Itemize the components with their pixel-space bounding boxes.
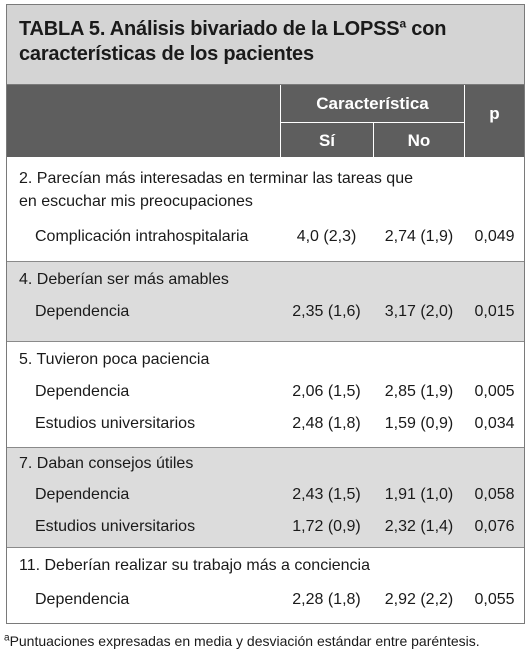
cell-p: 0,049: [474, 228, 515, 245]
cell-p: 0,058: [474, 486, 515, 503]
table-header: Característica Sí No p: [7, 85, 524, 157]
title-text: TABLA 5. Análisis bivariado de la LOPSS: [19, 18, 400, 40]
row-label: Dependencia: [35, 591, 130, 608]
row-label: Estudios universitarios: [35, 518, 196, 535]
table-group: 2. Parecían más interesadas en terminar …: [7, 157, 524, 261]
header-p: p: [489, 104, 500, 123]
cell-no: 2,92 (2,2): [384, 591, 454, 608]
table-frame: TABLA 5. Análisis bivariado de la LOPSSa…: [6, 4, 525, 624]
cell-si: 4,0 (2,3): [296, 228, 357, 245]
cell-si: 2,06 (1,5): [292, 383, 361, 400]
question-label: en escuchar mis preocupaciones: [19, 193, 253, 210]
table-row: Dependencia 2,06 (1,5) 2,85 (1,9) 0,005: [7, 378, 524, 406]
row-label: Complicación intrahospitalaria: [35, 228, 249, 245]
cell-no: 2,74 (1,9): [384, 228, 454, 245]
table-group: 5. Tuvieron poca paciencia Dependencia 2…: [7, 341, 524, 447]
table-row: Complicación intrahospitalaria 4,0 (2,3)…: [7, 223, 524, 251]
header-no: No: [373, 122, 465, 157]
cell-no: 1,91 (1,0): [384, 486, 454, 503]
table-group: 11. Deberían realizar su trabajo más a c…: [7, 547, 524, 623]
table-row: Dependencia 2,35 (1,6) 3,17 (2,0) 0,015: [7, 298, 524, 326]
table-footnote: aPuntuaciones expresadas en media y desv…: [4, 632, 480, 650]
row-label: Dependencia: [35, 486, 130, 503]
table-group: 7. Daban consejos útiles Dependencia 2,4…: [7, 447, 524, 547]
cell-si: 2,48 (1,8): [292, 415, 361, 432]
cell-p: 0,005: [474, 383, 515, 400]
title-text-end: con: [405, 18, 447, 40]
table-row: Dependencia 2,43 (1,5) 1,91 (1,0) 0,058: [7, 481, 524, 509]
table-title: TABLA 5. Análisis bivariado de la LOPSSa…: [7, 5, 524, 85]
footnote-superscript: a: [4, 632, 10, 644]
row-label: Dependencia: [35, 383, 130, 400]
table-group: 4. Deberían ser más amables Dependencia …: [7, 261, 524, 341]
cell-no: 2,32 (1,4): [384, 518, 454, 535]
title-superscript: a: [399, 16, 406, 31]
cell-no: 2,85 (1,9): [384, 383, 454, 400]
header-caracteristica: Característica: [280, 85, 465, 122]
cell-si: 2,28 (1,8): [292, 591, 361, 608]
header-si: Sí: [280, 122, 373, 157]
table-row: Estudios universitarios 1,72 (0,9) 2,32 …: [7, 513, 524, 541]
cell-p: 0,055: [474, 591, 515, 608]
title-line-2: características de los pacientes: [19, 43, 314, 65]
cell-si: 1,72 (0,9): [292, 518, 361, 535]
cell-p: 0,015: [474, 303, 515, 320]
cell-no: 1,59 (0,9): [384, 415, 454, 432]
question-label: 11. Deberían realizar su trabajo más a c…: [19, 557, 370, 574]
question-label: 7. Daban consejos útiles: [19, 455, 194, 472]
title-line-1: TABLA 5. Análisis bivariado de la LOPSSa…: [19, 17, 524, 42]
cell-si: 2,35 (1,6): [292, 303, 361, 320]
footnote-text: Puntuaciones expresadas en media y desvi…: [9, 633, 480, 649]
cell-p: 0,034: [474, 415, 515, 432]
question-label: 5. Tuvieron poca paciencia: [19, 351, 210, 368]
question-label: 2. Parecían más interesadas en terminar …: [19, 170, 413, 187]
cell-si: 2,43 (1,5): [292, 486, 361, 503]
table-row: Dependencia 2,28 (1,8) 2,92 (2,2) 0,055: [7, 586, 524, 614]
row-label: Estudios universitarios: [35, 415, 196, 432]
table-row: Estudios universitarios 2,48 (1,8) 1,59 …: [7, 410, 524, 438]
cell-no: 3,17 (2,0): [384, 303, 454, 320]
row-label: Dependencia: [35, 303, 130, 320]
cell-p: 0,076: [474, 518, 515, 535]
question-label: 4. Deberían ser más amables: [19, 271, 229, 288]
